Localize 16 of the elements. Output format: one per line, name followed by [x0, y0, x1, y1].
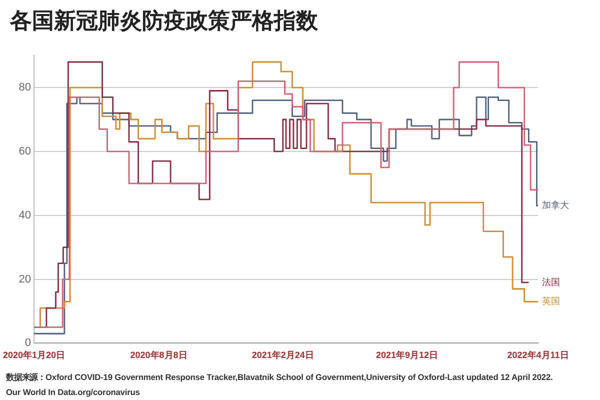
x-tick-label: 2022年4月11日	[507, 350, 569, 360]
x-tick-label: 2021年9月12日	[376, 350, 438, 360]
series-label: 英国	[542, 296, 560, 307]
x-tick-label: 2020年1月20日	[2, 350, 66, 360]
y-tick-label: 60	[18, 146, 32, 158]
y-tick-label: 20	[18, 273, 32, 286]
x-tick-label: 2021年2月24日	[252, 350, 314, 360]
x-tick-label: 2020年8月8日	[130, 350, 188, 360]
series-label: 加拿大	[542, 200, 569, 212]
chart-title: 各国新冠肺炎防疫政策严格指数	[10, 8, 318, 36]
y-tick-label: 0	[24, 337, 32, 350]
series-label: 法国	[542, 276, 560, 288]
source-note: 数据来源：Oxford COVID-19 Government Response Tracker,Blavatnik School of Government,University of Oxford-Last updated 12 April 2022.	[6, 371, 553, 384]
text: Our World In Data.org/coronavirus	[6, 386, 141, 399]
y-tick-label: 40	[18, 209, 32, 222]
y-tick-label: 80	[18, 82, 32, 94]
